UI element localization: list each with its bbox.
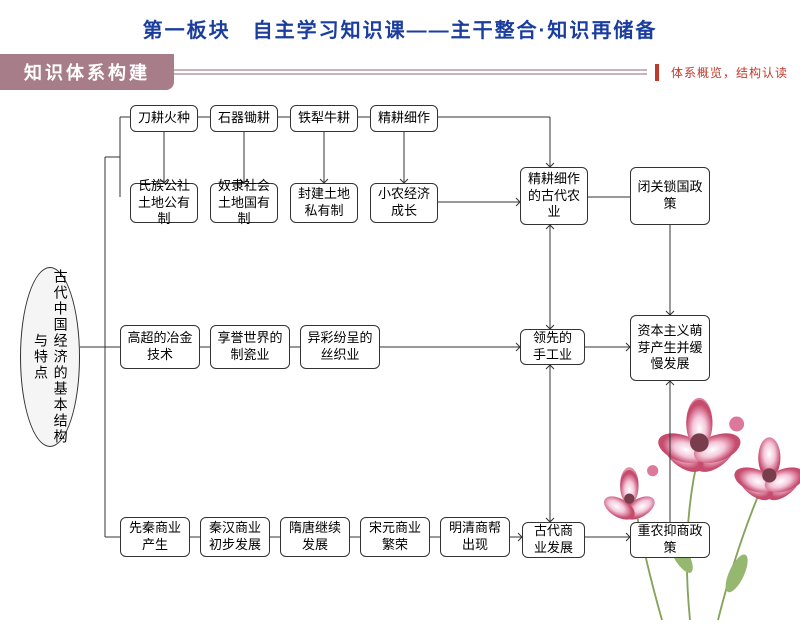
node-r1-0: 刀耕火种 [130, 105, 198, 132]
subtitle-badge: 知识体系构建 [0, 54, 174, 90]
node-r1-2: 铁犁牛耕 [290, 105, 358, 132]
node-r2-2: 封建土地私有制 [290, 183, 358, 223]
node-h-2: 异彩纷呈的丝织业 [300, 325, 380, 369]
node-r2-1: 奴隶社会土地国有制 [210, 183, 278, 223]
root-node: 古代中国经济的基本结构与特点 [20, 267, 80, 447]
subtitle-note: 体系概览，结构认读 [655, 64, 800, 81]
node-c-summary: 古代商业发展 [522, 522, 585, 558]
node-c-0: 先秦商业产生 [120, 517, 190, 557]
node-capitalism: 资本主义萌芽产生并缓慢发展 [630, 315, 710, 381]
node-c-2: 隋唐继续发展 [280, 517, 350, 557]
subtitle-row: 知识体系构建 体系概览，结构认读 [0, 53, 800, 91]
subtitle-line [168, 69, 647, 75]
node-suppress-policy: 重农抑商政策 [630, 522, 710, 558]
node-r1-3: 精耕细作 [370, 105, 438, 132]
node-h-summary: 领先的手工业 [520, 329, 585, 365]
node-h-0: 高超的冶金技术 [120, 325, 200, 369]
node-r1-1: 石器锄耕 [210, 105, 278, 132]
node-c-1: 秦汉商业初步发展 [200, 517, 270, 557]
node-closed-policy: 闭关锁国政策 [630, 167, 710, 225]
node-h-1: 享誉世界的制瓷业 [210, 325, 290, 369]
node-r2-0: 氏族公社土地公有制 [130, 183, 198, 223]
node-agri-summary: 精耕细作的古代农业 [520, 167, 588, 225]
root-label: 古代中国经济的基本结构与特点 [30, 268, 69, 446]
page-title: 第一板块 自主学习知识课——主干整合·知识再储备 [0, 0, 800, 53]
diagram: 古代中国经济的基本结构与特点 刀耕火种 石器锄耕 铁犁牛耕 精耕细作 氏族公社土… [10, 97, 790, 597]
node-r2-3: 小农经济成长 [370, 183, 438, 223]
node-c-3: 宋元商业繁荣 [360, 517, 430, 557]
node-c-4: 明清商帮出现 [440, 517, 510, 557]
